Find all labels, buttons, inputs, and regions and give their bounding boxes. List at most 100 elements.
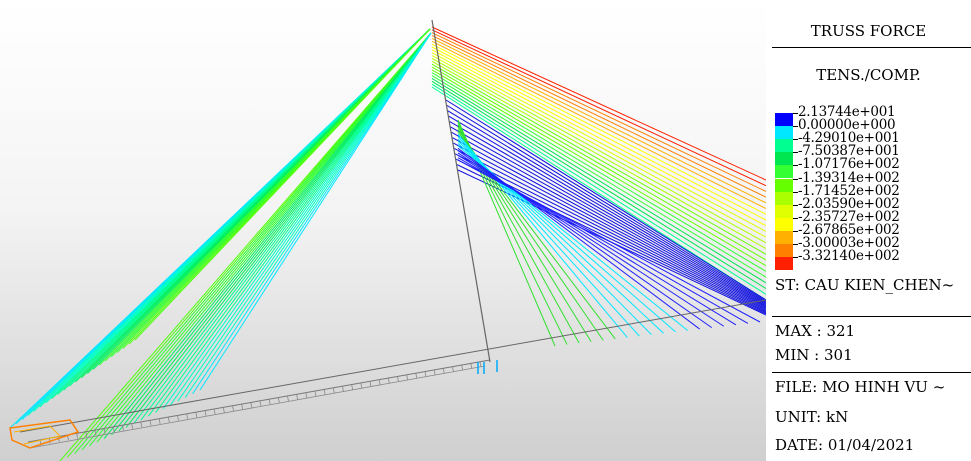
scale-tick	[793, 257, 798, 259]
main-cable	[431, 55, 766, 238]
legend-title: TRUSS FORCE	[810, 22, 927, 40]
deck-crossbeam	[314, 391, 317, 397]
deck-crossbeam	[232, 405, 234, 411]
main-cable	[431, 75, 766, 278]
back-cable	[66, 32, 432, 458]
deck-crossbeam	[470, 363, 473, 369]
tension-cable	[453, 142, 766, 310]
unit-label: UNIT: kN	[775, 408, 849, 426]
max-label: MAX : 321	[775, 322, 856, 340]
main-cable	[431, 63, 766, 255]
deck-crossbeam	[433, 370, 436, 376]
back-cable	[199, 32, 432, 391]
scale-swatch	[775, 139, 793, 153]
scale-swatch	[775, 204, 793, 218]
file-label: FILE: MO HINH VU ~	[775, 378, 946, 396]
deck-crossbeam	[287, 396, 289, 402]
main-cable	[431, 52, 766, 232]
main-cable	[431, 60, 766, 250]
tension-cable	[451, 131, 766, 308]
scale-value: -3.00003e+002	[798, 235, 900, 251]
scale-swatch	[775, 230, 793, 244]
scale-swatch	[775, 178, 793, 192]
scale-value: 2.13744e+001	[798, 104, 896, 120]
back-cable	[162, 32, 432, 409]
scale-swatch	[775, 152, 793, 166]
deck-crossbeam	[277, 397, 280, 403]
main-cable	[431, 29, 766, 187]
deck-crossbeam	[250, 402, 253, 408]
scale-swatch	[775, 126, 793, 140]
deck-crossbeam	[369, 381, 372, 387]
scale-swatch	[775, 257, 793, 271]
date-label: DATE: 01/04/2021	[775, 436, 915, 454]
back-cable	[192, 32, 432, 395]
main-cable	[431, 72, 766, 272]
back-cable	[111, 32, 432, 436]
scale-value: -2.35727e+002	[798, 208, 900, 225]
scale-tick	[793, 230, 798, 232]
back-cable	[89, 32, 432, 447]
scale-tick	[793, 139, 798, 141]
scale-tick	[793, 178, 798, 180]
deck-crossbeam	[259, 400, 262, 407]
scale-tick	[793, 152, 798, 154]
scale-tick	[793, 204, 798, 206]
deck-crossbeam	[332, 387, 335, 394]
scale-value: -1.07176e+002	[798, 156, 900, 173]
scale-value: -2.03590e+002	[798, 195, 900, 212]
pylon	[431, 19, 491, 363]
deck-crossbeam	[149, 420, 152, 426]
main-cable	[431, 66, 766, 261]
main-cable	[431, 40, 766, 210]
deck-crossbeam	[424, 371, 427, 377]
min-label: MIN : 301	[775, 346, 853, 364]
back-cable	[96, 32, 432, 443]
abutment	[13, 425, 61, 445]
deck-cable	[457, 157, 749, 324]
deck-crossbeam	[177, 415, 179, 421]
deck-crossbeam	[268, 399, 271, 405]
back-cable	[133, 32, 432, 424]
deck-crossbeam	[140, 422, 143, 428]
scale-tick	[793, 191, 798, 193]
deck-crossbeam	[167, 417, 170, 423]
legend-panel: TRUSS FORCE TENS./COMP. 2.13744e+001 0.00…	[766, 0, 971, 461]
back-cable	[103, 32, 432, 439]
abutment	[9, 419, 80, 449]
back-cable	[125, 32, 432, 428]
scale-tick	[793, 165, 798, 167]
main-cable	[431, 26, 766, 181]
deck-crossbeam	[94, 430, 97, 436]
model-viewport[interactable]	[0, 0, 766, 461]
deck-crossbeam	[195, 412, 198, 418]
deck-crossbeam	[158, 418, 161, 424]
tension-cable	[450, 126, 766, 307]
deck-crossbeam	[442, 368, 445, 374]
deck-crossbeam	[452, 366, 454, 372]
deck-cable	[457, 159, 761, 323]
scale-value: -4.29010e+001	[798, 130, 900, 147]
deck-crossbeam	[112, 426, 115, 433]
deck-cable	[457, 152, 725, 327]
deck-crossbeam	[323, 389, 326, 395]
main-cable	[431, 57, 766, 244]
tension-cable	[454, 148, 766, 311]
deck-crossbeam	[57, 436, 60, 442]
back-cable	[74, 32, 432, 454]
deck-crossbeam	[461, 365, 464, 371]
tension-cable	[445, 99, 766, 301]
deck-crossbeam	[351, 384, 354, 390]
deck-crossbeam	[204, 410, 207, 416]
scale-value: -1.39314e+002	[798, 169, 900, 186]
back-cable	[170, 32, 432, 406]
deck-crossbeam	[103, 428, 106, 434]
main-cable	[431, 86, 766, 301]
back-cable	[140, 32, 432, 421]
deck-crossbeam	[360, 383, 363, 389]
back-cable	[177, 32, 432, 402]
deck-crossbeam	[342, 386, 344, 392]
scale-tick	[793, 126, 798, 128]
tension-cable	[455, 153, 766, 312]
deck-crossbeam	[85, 431, 88, 437]
